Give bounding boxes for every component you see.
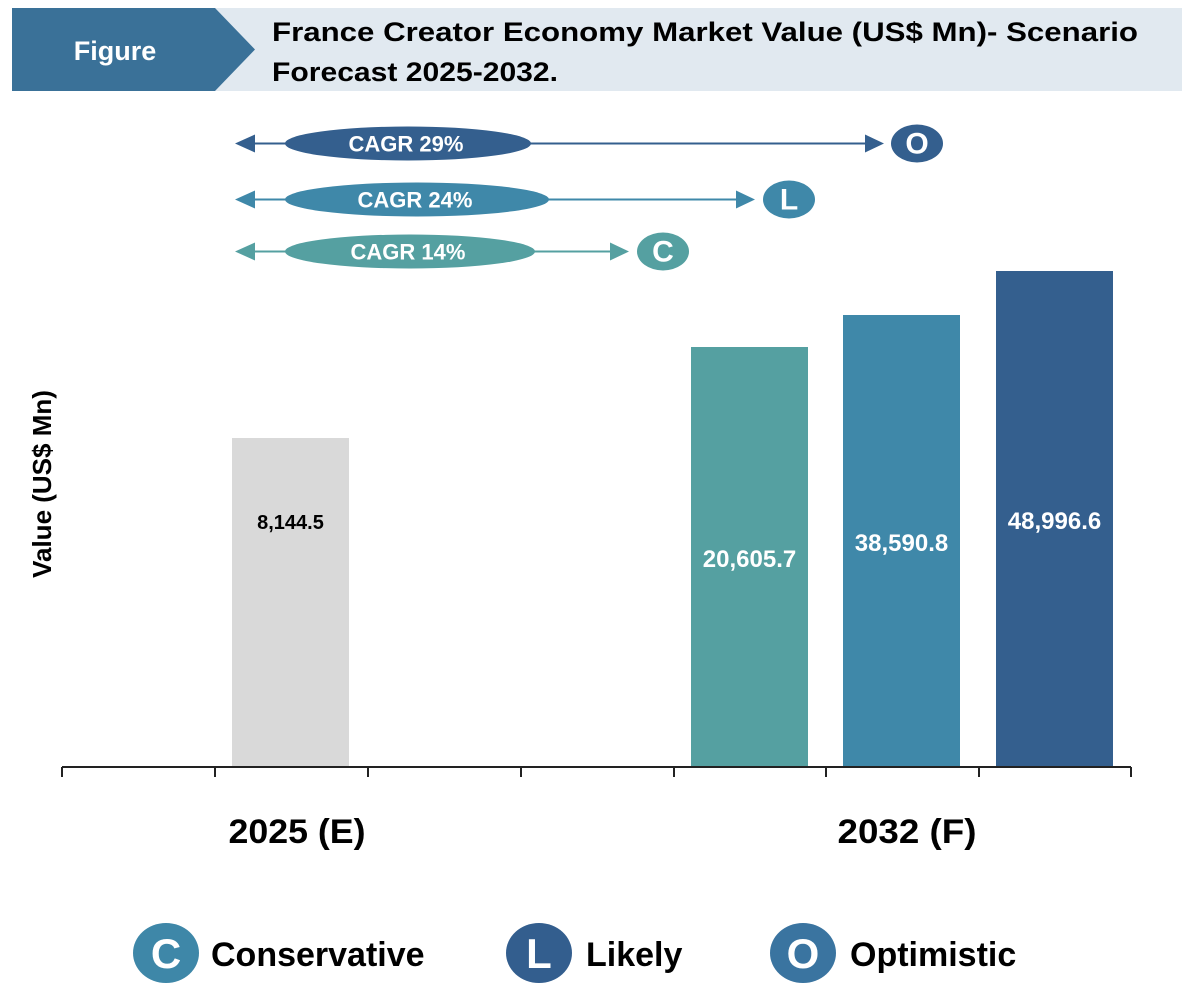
bar-2025-e: [232, 438, 349, 767]
y-axis-label: Value (US$ Mn): [27, 390, 57, 578]
legend-label: Likely: [586, 936, 682, 974]
scenario-letter: O: [905, 128, 928, 161]
data-label: 38,590.8: [855, 530, 948, 557]
page-title-line-1: France Creator Economy Market Value (US$…: [272, 17, 1138, 47]
scenario-O-icon: [891, 124, 943, 163]
scenario-letter: L: [780, 184, 798, 217]
bar-conservative: [691, 347, 808, 767]
arrow-left-icon: [235, 134, 255, 153]
legend-item-conservative: C Conservative: [133, 923, 425, 983]
cagr-ellipse: [285, 126, 531, 161]
bars: 8,144.5 20,605.7 38,590.8 48,996.6: [232, 271, 1113, 767]
scenario-C-icon: [637, 232, 689, 271]
bar-likely: [843, 315, 960, 767]
legend-item-likely: L Likely: [506, 923, 682, 983]
scenario-letter: C: [652, 236, 674, 269]
cagr-label: CAGR 24%: [358, 188, 473, 213]
cagr-arrow-conservative: CAGR 14% C: [235, 232, 689, 271]
arrow-right-icon: [610, 242, 629, 261]
legend-letter: O: [787, 930, 820, 977]
data-label: 48,996.6: [1008, 508, 1101, 535]
x-axis: [61, 766, 1132, 777]
cagr-ellipse: [285, 182, 549, 217]
page-title-line-2: Forecast 2025-2032.: [272, 57, 558, 87]
legend-L-icon: [506, 923, 572, 983]
legend-O-icon: [770, 923, 836, 983]
scenario-L-icon: [763, 180, 815, 219]
data-label: 8,144.5: [257, 512, 324, 534]
x-tick-label-2032: 2032 (F): [838, 813, 977, 851]
arrow-right-icon: [865, 134, 884, 153]
cagr-label: CAGR 14%: [351, 240, 466, 265]
legend-label: Optimistic: [850, 936, 1016, 974]
arrow-left-icon: [235, 242, 255, 261]
legend: C Conservative L Likely O Optimistic: [133, 923, 1016, 983]
cagr-ellipse: [285, 234, 535, 269]
bar-optimistic: [996, 271, 1113, 767]
legend-label: Conservative: [211, 936, 425, 974]
header-badge-text: Figure: [74, 36, 157, 66]
cagr-label: CAGR 29%: [349, 132, 464, 157]
cagr-arrow-optimistic: CAGR 29% O: [235, 124, 943, 163]
header: Figure France Creator Economy Market Val…: [12, 8, 1182, 91]
header-badge: [12, 8, 255, 91]
data-label: 20,605.7: [703, 546, 796, 573]
legend-C-icon: [133, 923, 199, 983]
x-tick-label-2025: 2025 (E): [229, 813, 366, 851]
arrow-right-icon: [736, 190, 755, 209]
legend-letter: C: [151, 930, 181, 977]
arrow-left-icon: [235, 190, 255, 209]
legend-letter: L: [526, 930, 552, 977]
legend-item-optimistic: O Optimistic: [770, 923, 1016, 983]
cagr-arrow-likely: CAGR 24% L: [235, 180, 815, 219]
cagr-arrows: CAGR 29% O CAGR 24% L CAGR 14% C: [235, 124, 943, 271]
